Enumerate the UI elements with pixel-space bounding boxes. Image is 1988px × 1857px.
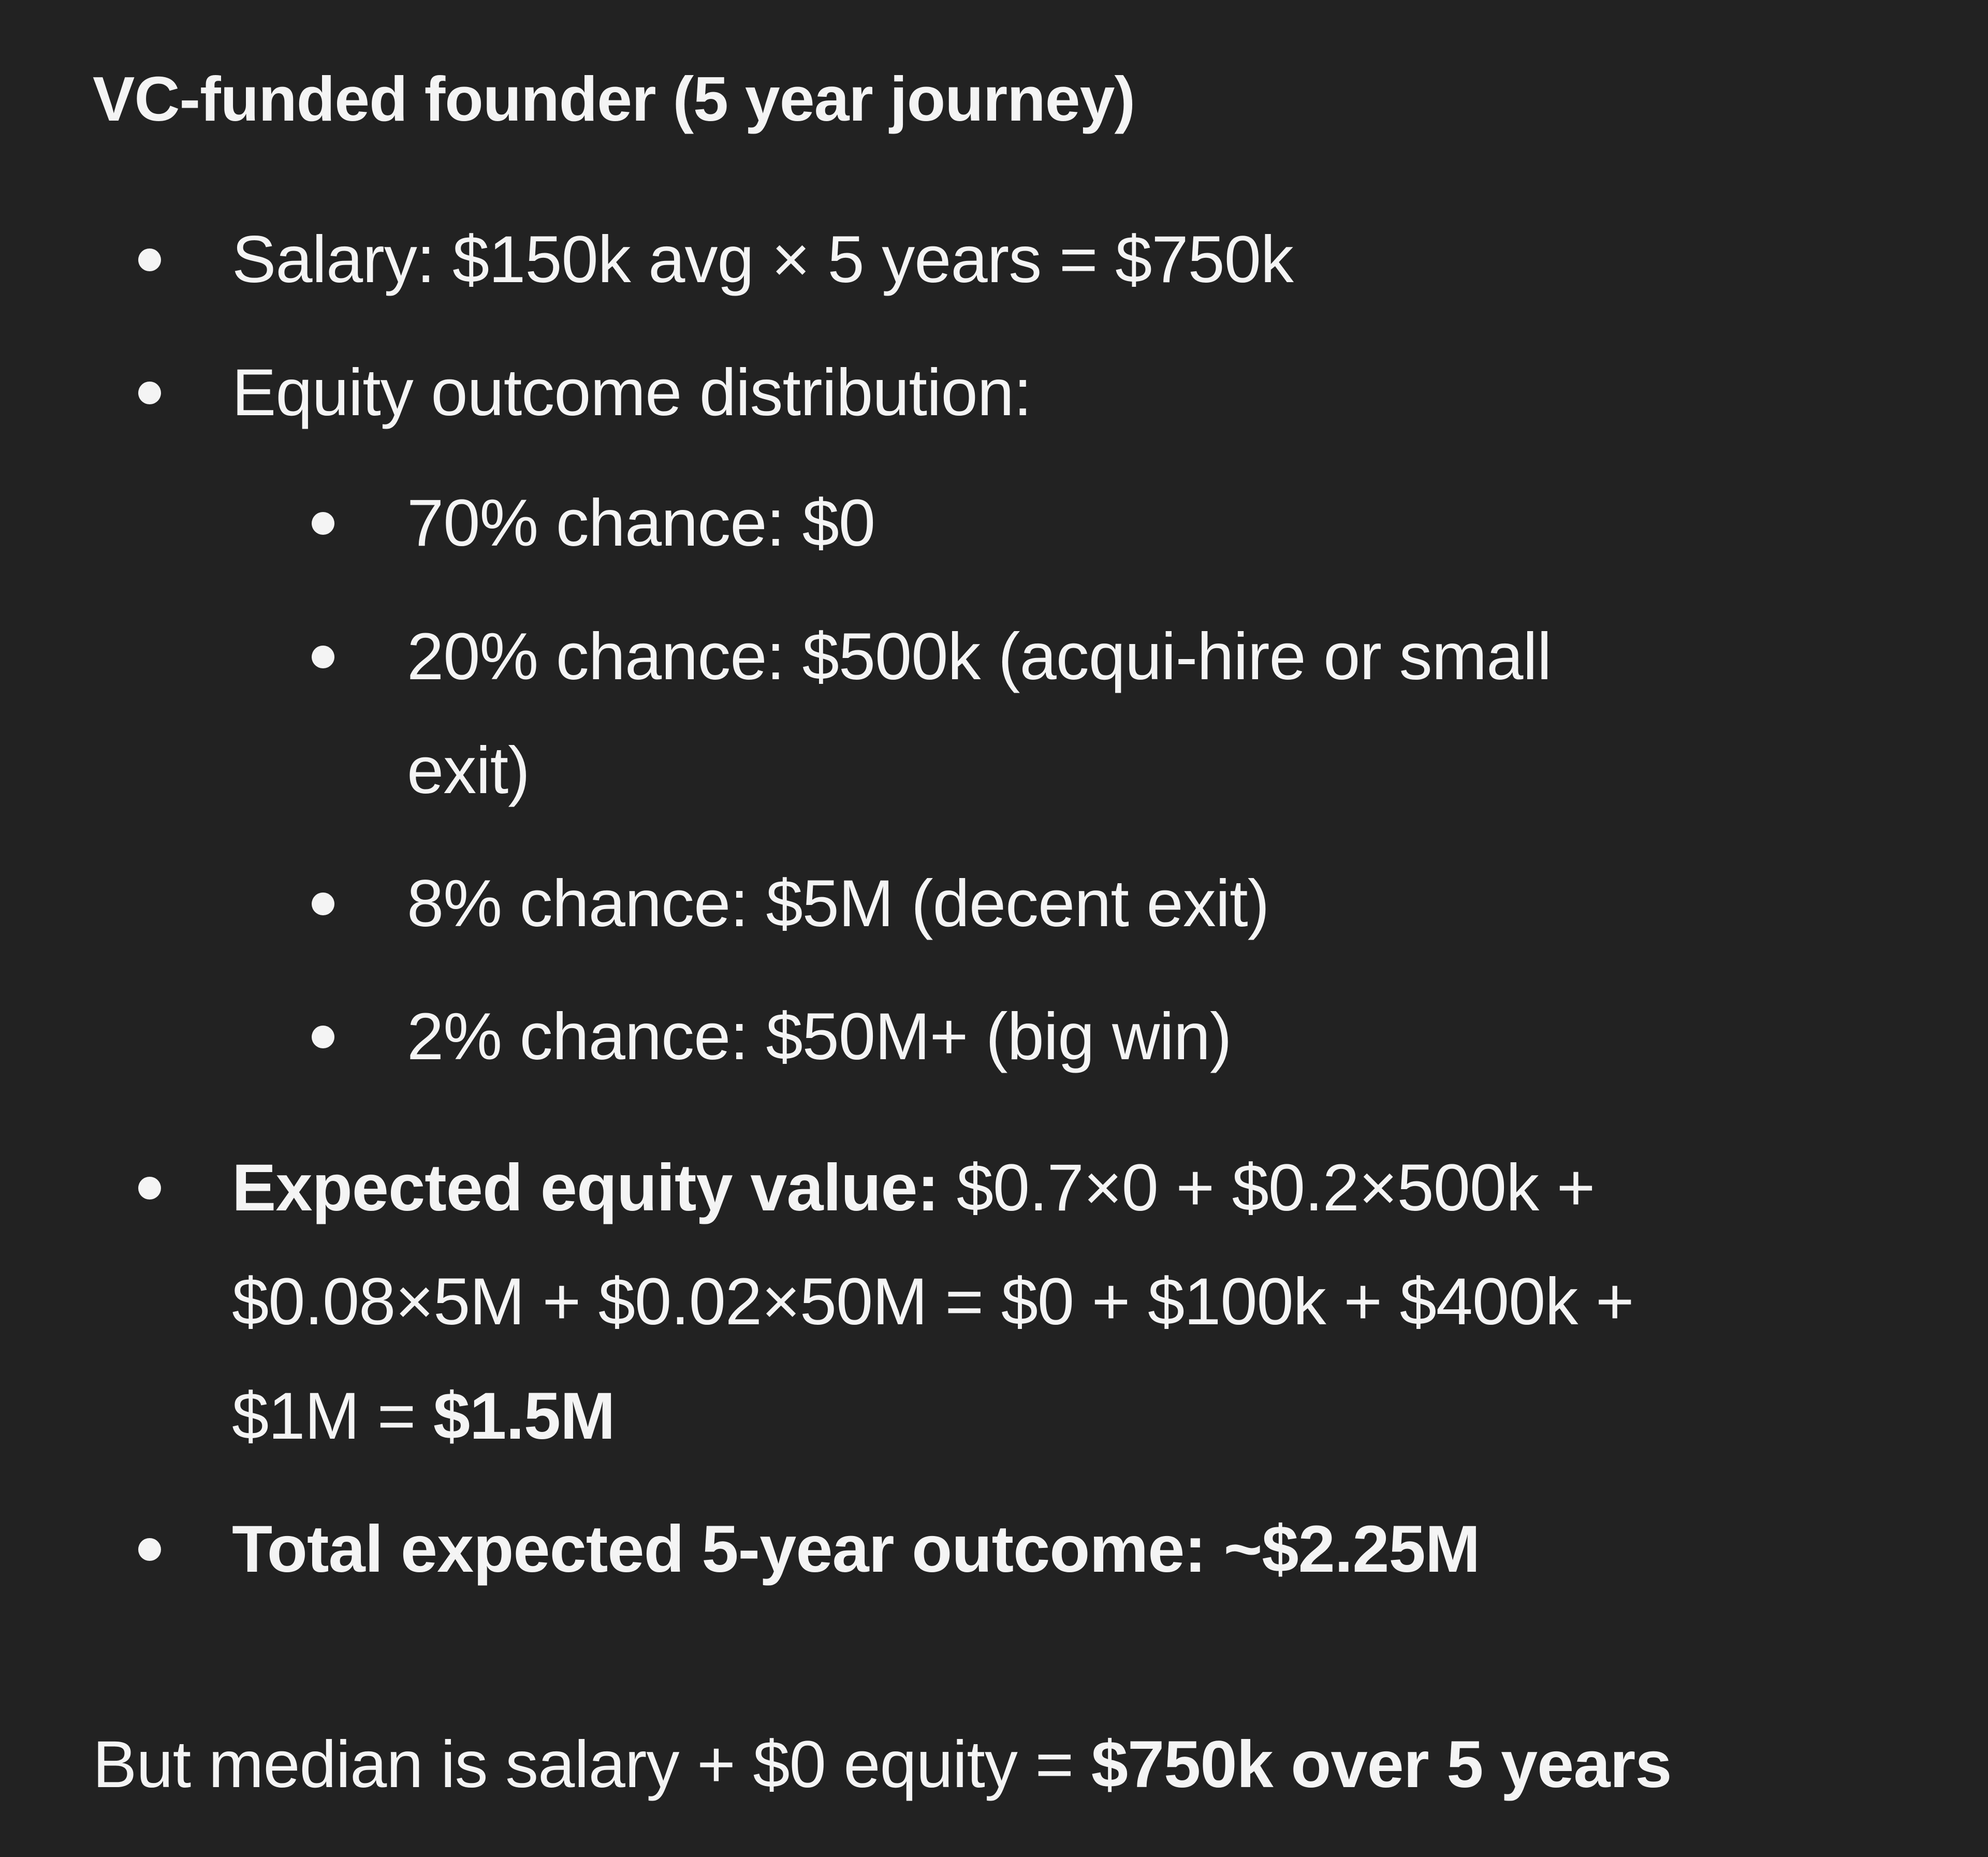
expected-equity-result: $1.5M	[433, 1379, 616, 1453]
sub-item-8: 8% chance: $5M (decent exit)	[407, 867, 1269, 941]
expected-equity-label: Expected equity value:	[232, 1151, 939, 1225]
conclusion-emphasis: $750k over 5 years	[1091, 1728, 1672, 1802]
sub-item-20-line1: 20% chance: $500k (acqui-hire or small	[407, 620, 1552, 694]
sub-item-2: 2% chance: $50M+ (big win)	[407, 1000, 1232, 1074]
expected-equity-line3-text: $1M =	[232, 1379, 433, 1453]
list-item-total-outcome: Total expected 5-year outcome: ~$2.25M	[232, 1512, 1480, 1586]
sub-item-20-line2: exit)	[407, 734, 530, 808]
list-item-salary: Salary: $150k avg × 5 years = $750k	[232, 223, 1294, 297]
bullet-icon	[312, 512, 334, 535]
bullet-icon	[138, 382, 161, 404]
list-item-equity-distribution: Equity outcome distribution:	[232, 356, 1032, 430]
bullet-icon	[138, 1177, 161, 1200]
bullet-icon	[312, 1026, 334, 1048]
sub-item-70: 70% chance: $0	[407, 486, 875, 560]
expected-equity-line3: $1M = $1.5M	[232, 1365, 616, 1468]
expected-equity-line2: $0.08×5M + $0.02×50M = $0 + $100k + $400…	[232, 1265, 1634, 1339]
bullet-icon	[138, 1538, 161, 1561]
conclusion-text: But median is salary + $0 equity =	[93, 1728, 1091, 1802]
bullet-icon	[138, 248, 161, 271]
bullet-icon	[312, 893, 334, 915]
section-title: VC-funded founder (5 year journey)	[93, 64, 1135, 134]
expected-equity-line1: $0.7×0 + $0.2×500k +	[939, 1151, 1596, 1225]
bullet-icon	[312, 646, 334, 668]
list-item-expected-equity: Expected equity value: $0.7×0 + $0.2×500…	[232, 1136, 1595, 1240]
conclusion: But median is salary + $0 equity = $750k…	[93, 1713, 1672, 1817]
